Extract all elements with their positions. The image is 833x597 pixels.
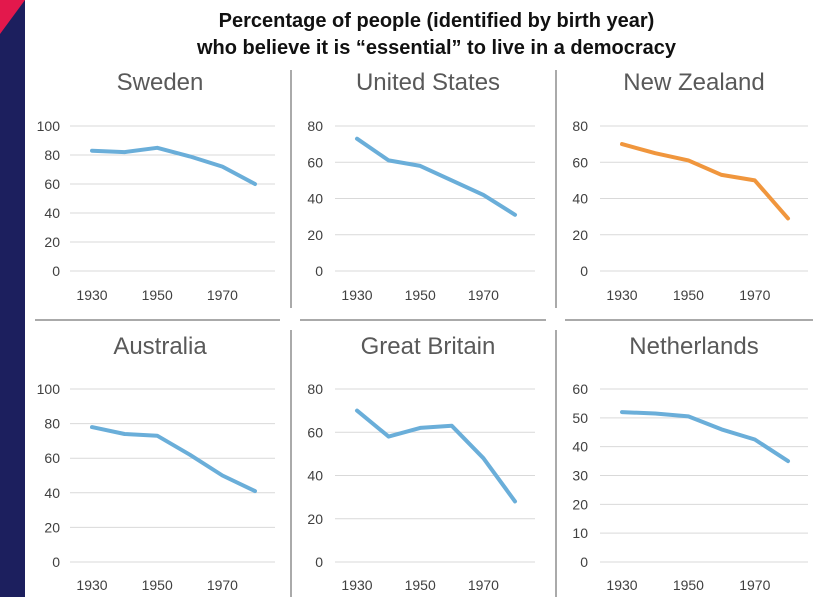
new-zealand-series-line [620,142,790,221]
great-britain-y-tick-label: 80 [307,381,323,397]
figure-title-line-2: who believe it is “essential” to live in… [196,37,677,59]
figure-title: Percentage of people (identified by birt… [40,8,833,62]
australia-y-tick-label: 20 [44,519,60,535]
australia-y-tick-label: 0 [52,554,60,570]
sweden-y-tick-label: 20 [44,234,60,250]
sweden-x-tick-label: 1950 [142,287,173,303]
australia-y-tick-label: 100 [37,381,61,397]
sweden-x-tick-label: 1970 [207,287,238,303]
sweden-y-tick-label: 40 [44,205,60,221]
new-zealand-y-tick-label: 20 [572,227,588,243]
australia-x-tick-label: 1950 [142,577,173,593]
new-zealand-x-tick-label: 1950 [673,287,704,303]
united-states-x-tick-label: 1970 [468,287,499,303]
netherlands-y-tick-label: 50 [572,410,588,426]
sweden-x-tick-label: 1930 [76,287,107,303]
great-britain-y-tick-label: 0 [315,554,323,570]
sweden-y-tick-label: 0 [52,263,60,279]
united-states-y-tick-label: 60 [307,154,323,170]
netherlands-x-tick-label: 1970 [739,577,770,593]
australia-y-tick-label: 60 [44,450,60,466]
netherlands-y-tick-label: 10 [572,525,588,541]
great-britain-y-tick-label: 60 [307,424,323,440]
great-britain-panel-title: Great Britain [361,333,496,360]
new-zealand-panel-title: New Zealand [623,69,764,96]
new-zealand-y-tick-label: 60 [572,154,588,170]
australia-y-tick-label: 40 [44,485,60,501]
netherlands-y-tick-label: 40 [572,439,588,455]
figure-title-line-1: Percentage of people (identified by birt… [218,10,655,32]
great-britain-y-tick-label: 40 [307,468,323,484]
australia-panel-title: Australia [113,333,207,360]
great-britain-x-tick-label: 1950 [405,577,436,593]
sweden-series-line [90,145,257,186]
united-states-x-tick-label: 1950 [405,287,436,303]
great-britain-x-tick-label: 1930 [341,577,372,593]
netherlands-y-tick-label: 0 [580,554,588,570]
sweden-y-tick-label: 100 [37,118,61,134]
united-states-x-tick-label: 1930 [341,287,372,303]
netherlands-panel-title: Netherlands [629,333,758,360]
new-zealand-x-tick-label: 1930 [606,287,637,303]
great-britain-series-line [355,408,517,504]
new-zealand-x-tick-label: 1970 [739,287,770,303]
united-states-y-tick-label: 80 [307,118,323,134]
australia-x-tick-label: 1970 [207,577,238,593]
great-britain-y-tick-label: 20 [307,511,323,527]
netherlands-x-tick-label: 1930 [606,577,637,593]
netherlands-x-tick-label: 1950 [673,577,704,593]
united-states-y-tick-label: 0 [315,263,323,279]
australia-series-line [90,425,257,494]
united-states-y-tick-label: 40 [307,191,323,207]
united-states-panel-title: United States [356,69,500,96]
sweden-y-tick-label: 60 [44,176,60,192]
new-zealand-y-tick-label: 0 [580,263,588,279]
corner-accent-triangle [0,0,25,34]
united-states-y-tick-label: 20 [307,227,323,243]
netherlands-series-line [620,410,790,464]
sweden-panel-title: Sweden [117,69,204,96]
new-zealand-y-tick-label: 80 [572,118,588,134]
united-states-series-line [355,136,517,217]
new-zealand-y-tick-label: 40 [572,191,588,207]
australia-x-tick-label: 1930 [76,577,107,593]
great-britain-x-tick-label: 1970 [468,577,499,593]
netherlands-y-tick-label: 20 [572,496,588,512]
netherlands-y-tick-label: 30 [572,468,588,484]
netherlands-y-tick-label: 60 [572,381,588,397]
side-accent-bar [0,0,25,597]
sweden-y-tick-label: 80 [44,147,60,163]
australia-y-tick-label: 80 [44,416,60,432]
